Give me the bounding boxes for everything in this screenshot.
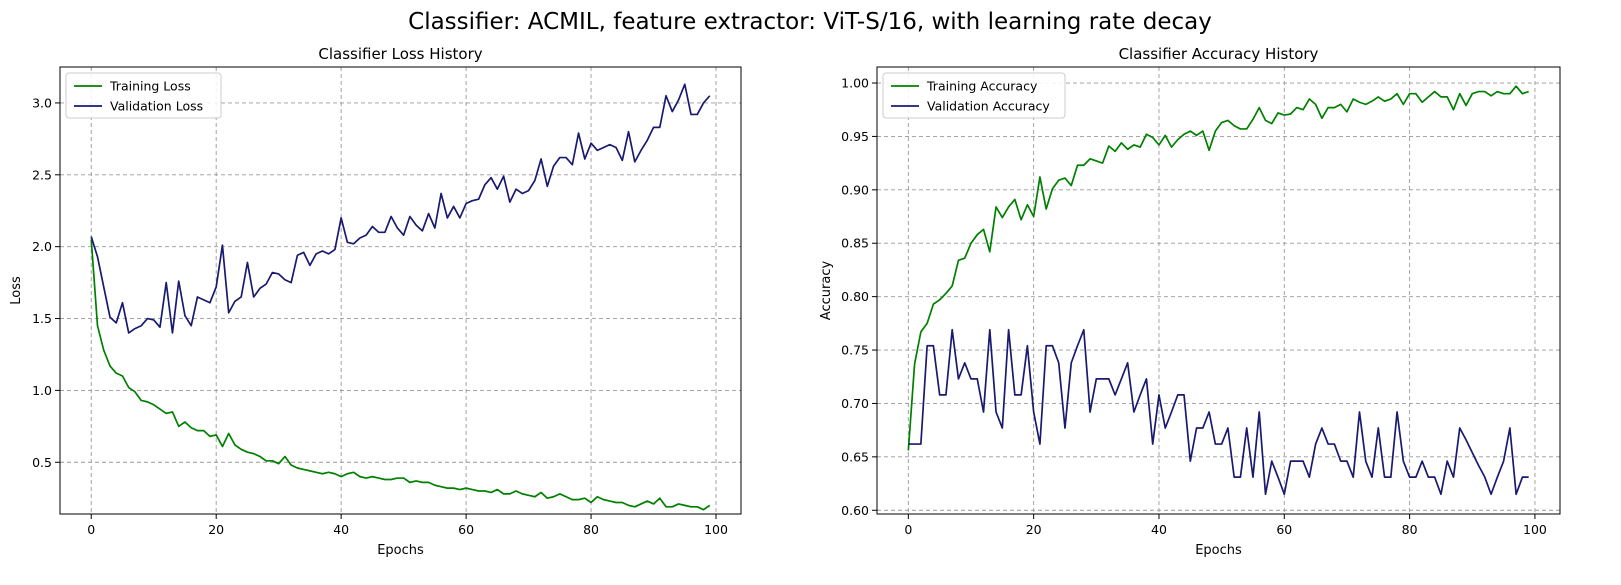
y-axis-label: Loss [9,276,24,305]
y-tick-label: 0.75 [841,343,869,358]
y-tick-label: 1.00 [841,76,869,91]
accuracy-chart: Classifier Accuracy History 0 20 40 60 80 100 0… [819,45,1561,558]
x-tick-label: 40 [333,522,349,537]
loss-chart: Classifier Loss History 0 20 40 60 80 100 0.5 1.… [9,45,742,558]
x-tick-label: 20 [1026,522,1042,537]
legend-box [65,72,222,119]
y-tick-label: 1.5 [32,311,52,326]
y-tick-label: 0.95 [841,129,869,144]
series-line-validation-loss [90,83,711,334]
y-tick-label: 0.5 [32,455,52,470]
x-tick-label: 60 [458,522,474,537]
y-tick-label: 0.70 [841,396,869,411]
y-tick-label: 1.0 [32,383,52,398]
x-axis-label: Epochs [377,543,424,558]
x-tick-label: 20 [208,522,224,537]
series-line-training-loss [90,239,711,511]
figure-suptitle: Classifier: ACMIL, feature extractor: Vi… [408,9,1212,35]
y-tick-label: 0.65 [841,449,869,464]
legend-entry: Training Loss [109,79,191,94]
series-line-validation-accuracy [908,328,1529,496]
y-tick-label: 2.5 [32,167,52,182]
y-tick-label: 0.90 [841,182,869,197]
legend-entry: Validation Accuracy [927,99,1050,114]
x-tick-label: 60 [1276,522,1292,537]
y-tick-label: 0.80 [841,289,869,304]
y-axis-label: Accuracy [819,261,834,321]
legend: Training Accuracy Validation Accuracy [882,72,1066,119]
x-tick-label: 40 [1151,522,1167,537]
legend-entry: Training Accuracy [926,79,1038,94]
y-tick-label: 2.0 [32,239,52,254]
y-tick-label: 0.60 [841,503,869,518]
legend-box [882,72,1066,119]
y-tick-label: 3.0 [32,95,52,110]
legend: Training Loss Validation Loss [65,72,222,119]
x-tick-label: 100 [704,522,728,537]
y-tick-label: 0.85 [841,236,869,251]
chart-title: Classifier Loss History [318,45,482,63]
x-tick-label: 80 [1402,522,1418,537]
x-tick-label: 80 [583,522,599,537]
legend-entry: Validation Loss [110,99,203,114]
plot-frame [59,66,742,515]
chart-title: Classifier Accuracy History [1119,45,1319,63]
plot-frame [876,66,1561,515]
x-tick-label: 100 [1523,522,1547,537]
x-tick-label: 0 [87,522,95,537]
x-tick-label: 0 [904,522,912,537]
x-axis-label: Epochs [1195,543,1242,558]
series-line-training-accuracy [907,85,1529,451]
